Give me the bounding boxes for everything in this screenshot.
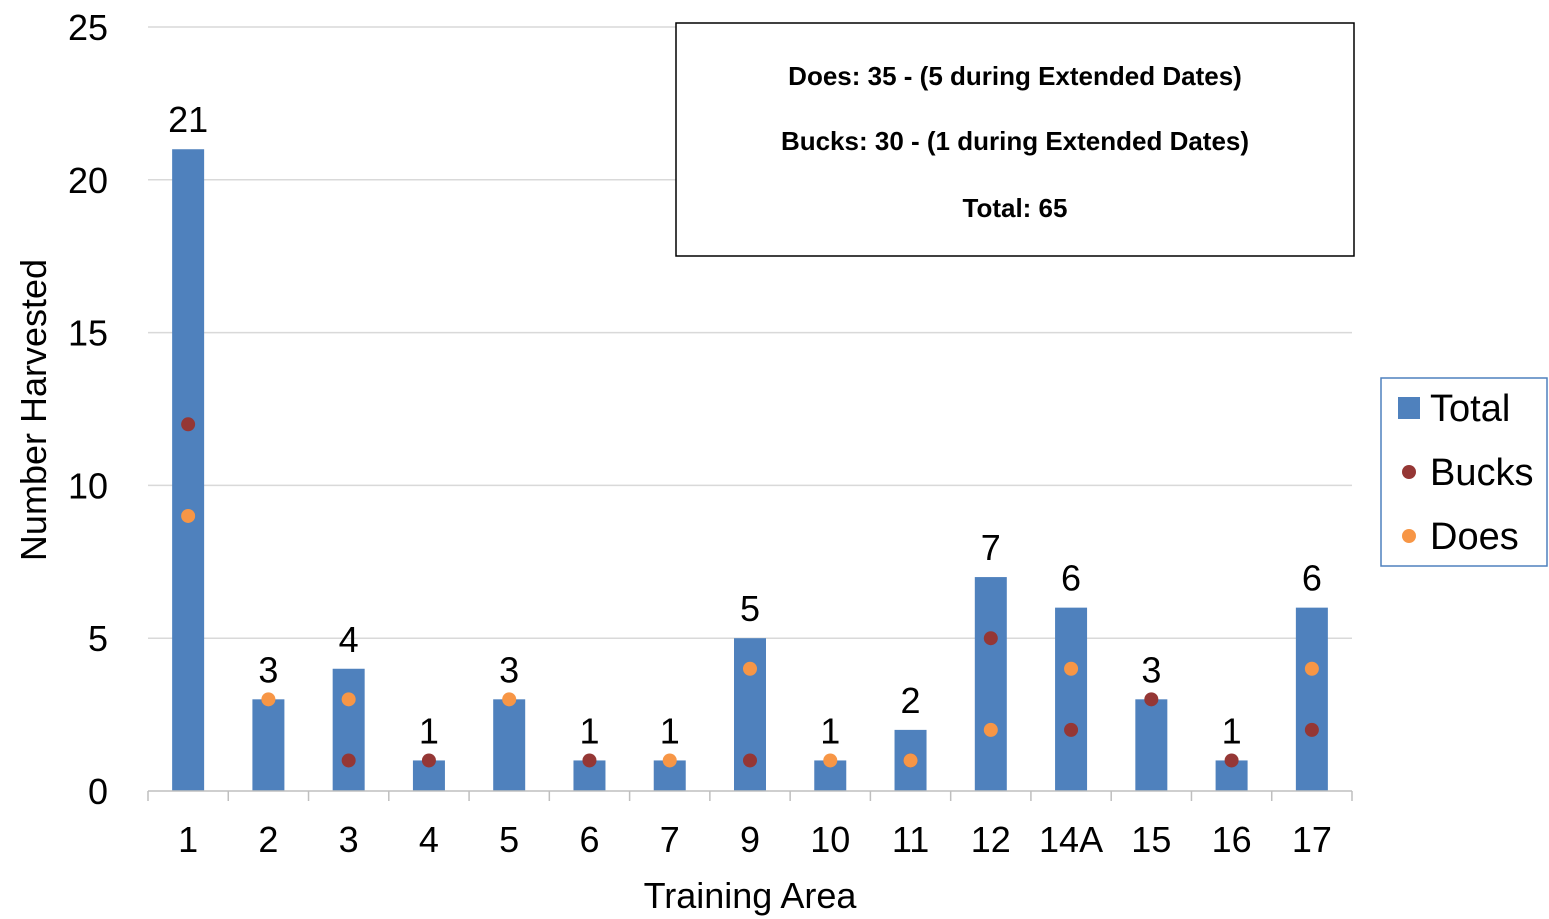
x-tick-label: 3 (339, 819, 359, 860)
info-line-does: Does: 35 - (5 during Extended Dates) (788, 61, 1242, 91)
data-label-total: 2 (901, 680, 921, 721)
bar-total (974, 577, 1007, 791)
marker-does (983, 722, 998, 737)
legend-swatch-does (1402, 529, 1416, 543)
x-tick-label: 4 (419, 819, 439, 860)
data-label-total: 3 (258, 649, 278, 690)
x-tick-label: 16 (1212, 819, 1252, 860)
marker-bucks (1304, 722, 1319, 737)
x-tick-label: 1 (178, 819, 198, 860)
marker-bucks (1144, 692, 1159, 707)
x-tick-label: 5 (499, 819, 519, 860)
marker-bucks (421, 753, 436, 768)
info-line-bucks: Bucks: 30 - (1 during Extended Dates) (781, 126, 1249, 156)
marker-does (903, 753, 918, 768)
bar-total (332, 668, 365, 791)
x-tick-label: 2 (258, 819, 278, 860)
data-label-total: 1 (660, 710, 680, 751)
legend-swatch-bucks (1402, 465, 1416, 479)
data-label-total: 1 (419, 710, 439, 751)
x-tick-label: 7 (660, 819, 680, 860)
info-box: Does: 35 - (5 during Extended Dates) Buc… (675, 22, 1355, 257)
data-label-total: 3 (499, 649, 519, 690)
marker-does (662, 753, 677, 768)
x-tick-label: 15 (1131, 819, 1171, 860)
x-tick-label: 12 (971, 819, 1011, 860)
x-tick-label: 14A (1039, 819, 1103, 860)
marker-does (261, 692, 276, 707)
data-label-total: 7 (981, 527, 1001, 568)
y-tick-label: 5 (88, 618, 108, 659)
x-tick-label: 17 (1292, 819, 1332, 860)
bar-total (1295, 607, 1328, 791)
legend: Total Bucks Does (1380, 377, 1548, 567)
data-label-total: 1 (579, 710, 599, 751)
bar-series-total (172, 149, 1328, 792)
bar-total (172, 149, 205, 792)
marker-does (181, 508, 196, 523)
legend-label-total: Total (1430, 388, 1510, 430)
bar-total (1135, 699, 1168, 791)
data-labels: 21 3 4 1 3 1 1 5 1 2 7 6 3 1 6 (168, 99, 1322, 751)
legend-label-bucks: Bucks (1430, 452, 1533, 494)
data-label-total: 1 (1222, 710, 1242, 751)
marker-does (1304, 661, 1319, 676)
marker-bucks (983, 631, 998, 646)
marker-bucks (1064, 722, 1079, 737)
marker-does (502, 692, 517, 707)
data-label-total: 4 (339, 619, 359, 660)
bar-total (493, 699, 526, 791)
marker-bucks (743, 753, 757, 768)
legend-label-does: Does (1430, 516, 1519, 558)
bar-total (734, 638, 766, 791)
bar-total (1055, 607, 1088, 791)
data-label-total: 21 (168, 99, 208, 140)
x-tick-label: 11 (892, 819, 929, 860)
legend-swatch-total (1398, 397, 1420, 419)
data-label-total: 1 (820, 710, 840, 751)
x-axis-title: Training Area (644, 875, 858, 916)
y-tick-label: 15 (68, 313, 108, 354)
y-tick-label: 0 (88, 771, 108, 812)
y-tick-label: 20 (68, 160, 108, 201)
info-line-total: Total: 65 (963, 193, 1068, 223)
data-label-total: 3 (1141, 649, 1161, 690)
y-tick-label: 25 (68, 7, 108, 48)
data-label-total: 6 (1061, 558, 1081, 599)
marker-bucks (341, 753, 356, 768)
marker-does (743, 661, 757, 676)
y-tick-label: 10 (68, 465, 108, 506)
marker-does (341, 692, 356, 707)
x-tick-label: 10 (810, 819, 850, 860)
marker-bucks (1224, 753, 1239, 768)
marker-series (181, 417, 1319, 768)
x-tick-label: 9 (740, 819, 760, 860)
marker-bucks (181, 417, 196, 432)
marker-does (1064, 661, 1079, 676)
bar-total (252, 699, 285, 791)
marker-does (823, 753, 838, 768)
marker-bucks (582, 753, 597, 768)
y-axis-title: Number Harvested (13, 259, 54, 561)
data-label-total: 6 (1302, 558, 1322, 599)
x-tick-label: 6 (579, 819, 599, 860)
data-label-total: 5 (740, 588, 760, 629)
